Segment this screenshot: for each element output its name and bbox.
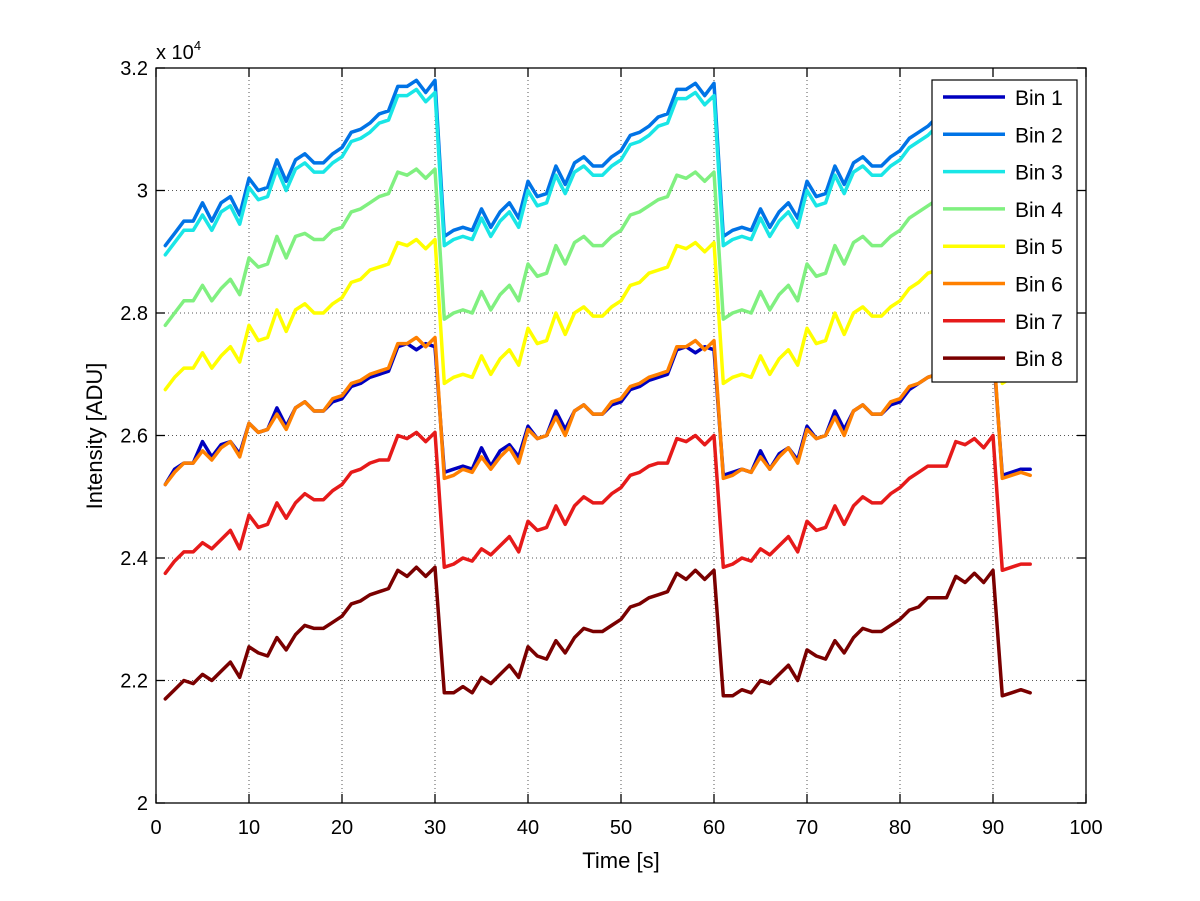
legend-box [931, 79, 1078, 383]
legend-label-bin-4: Bin 4 [1015, 199, 1063, 222]
x-tick-label: 70 [796, 817, 818, 839]
legend-label-bin-2: Bin 2 [1015, 124, 1063, 147]
x-tick-label: 40 [517, 817, 539, 839]
series-line-bin-6 [163, 335, 1032, 487]
legend-label-bin-3: Bin 3 [1015, 162, 1063, 185]
y-tick-label: 2.6 [120, 426, 148, 448]
y-tick-label: 3.2 [120, 58, 148, 80]
legend-label-bin-1: Bin 1 [1015, 87, 1063, 110]
y-tick-label: 2.2 [120, 671, 148, 693]
x-tick-label: 50 [610, 817, 632, 839]
legend-label-bin-7: Bin 7 [1015, 311, 1063, 334]
x-tick-label: 80 [889, 817, 911, 839]
legend-label-bin-5: Bin 5 [1015, 236, 1063, 259]
y-exponent-power: 4 [194, 38, 201, 53]
tick-labels: 0 10 20 30 40 50 60 70 80 90 100 2 2.2 2.4 2.6 2.8 3 3.2 [120, 58, 1103, 839]
legend-label-bin-8: Bin 8 [1015, 348, 1063, 371]
series-layer [163, 78, 1032, 701]
x-axis-label: Time [s] [582, 848, 659, 873]
y-tick-label: 2 [137, 793, 148, 815]
series-line-bin-2 [163, 78, 1032, 248]
x-tick-label: 60 [703, 817, 725, 839]
x-tick-label: 10 [238, 817, 260, 839]
x-tick-label: 20 [331, 817, 353, 839]
x-tick-label: 30 [424, 817, 446, 839]
legend-entries: Bin 1 Bin 2 Bin 3 Bin 4 Bin 5 Bin 6 Bin 7 Bin 8 [943, 87, 1063, 371]
grid [156, 68, 1086, 803]
y-tick-label: 2.8 [120, 303, 148, 325]
legend-label-bin-6: Bin 6 [1015, 274, 1063, 297]
x-tick-label: 100 [1069, 817, 1102, 839]
series-line-bin-4 [163, 167, 1032, 328]
y-tick-label: 2.4 [120, 548, 148, 570]
ticks [155, 67, 1087, 804]
series-line-bin-5 [163, 237, 1032, 392]
series-line-bin-7 [163, 430, 1032, 576]
series-line-bin-3 [163, 87, 1032, 257]
series-line-bin-8 [163, 565, 1032, 701]
y-tick-label: 3 [137, 181, 148, 203]
y-axis-label: Intensity [ADU] [82, 363, 107, 510]
x-tick-label: 0 [150, 817, 161, 839]
x-tick-label: 90 [982, 817, 1004, 839]
legend: Bin 1 Bin 2 Bin 3 Bin 4 Bin 5 Bin 6 Bin 7 Bin 8 [931, 79, 1078, 383]
y-exponent-label: x 104 [156, 38, 201, 64]
